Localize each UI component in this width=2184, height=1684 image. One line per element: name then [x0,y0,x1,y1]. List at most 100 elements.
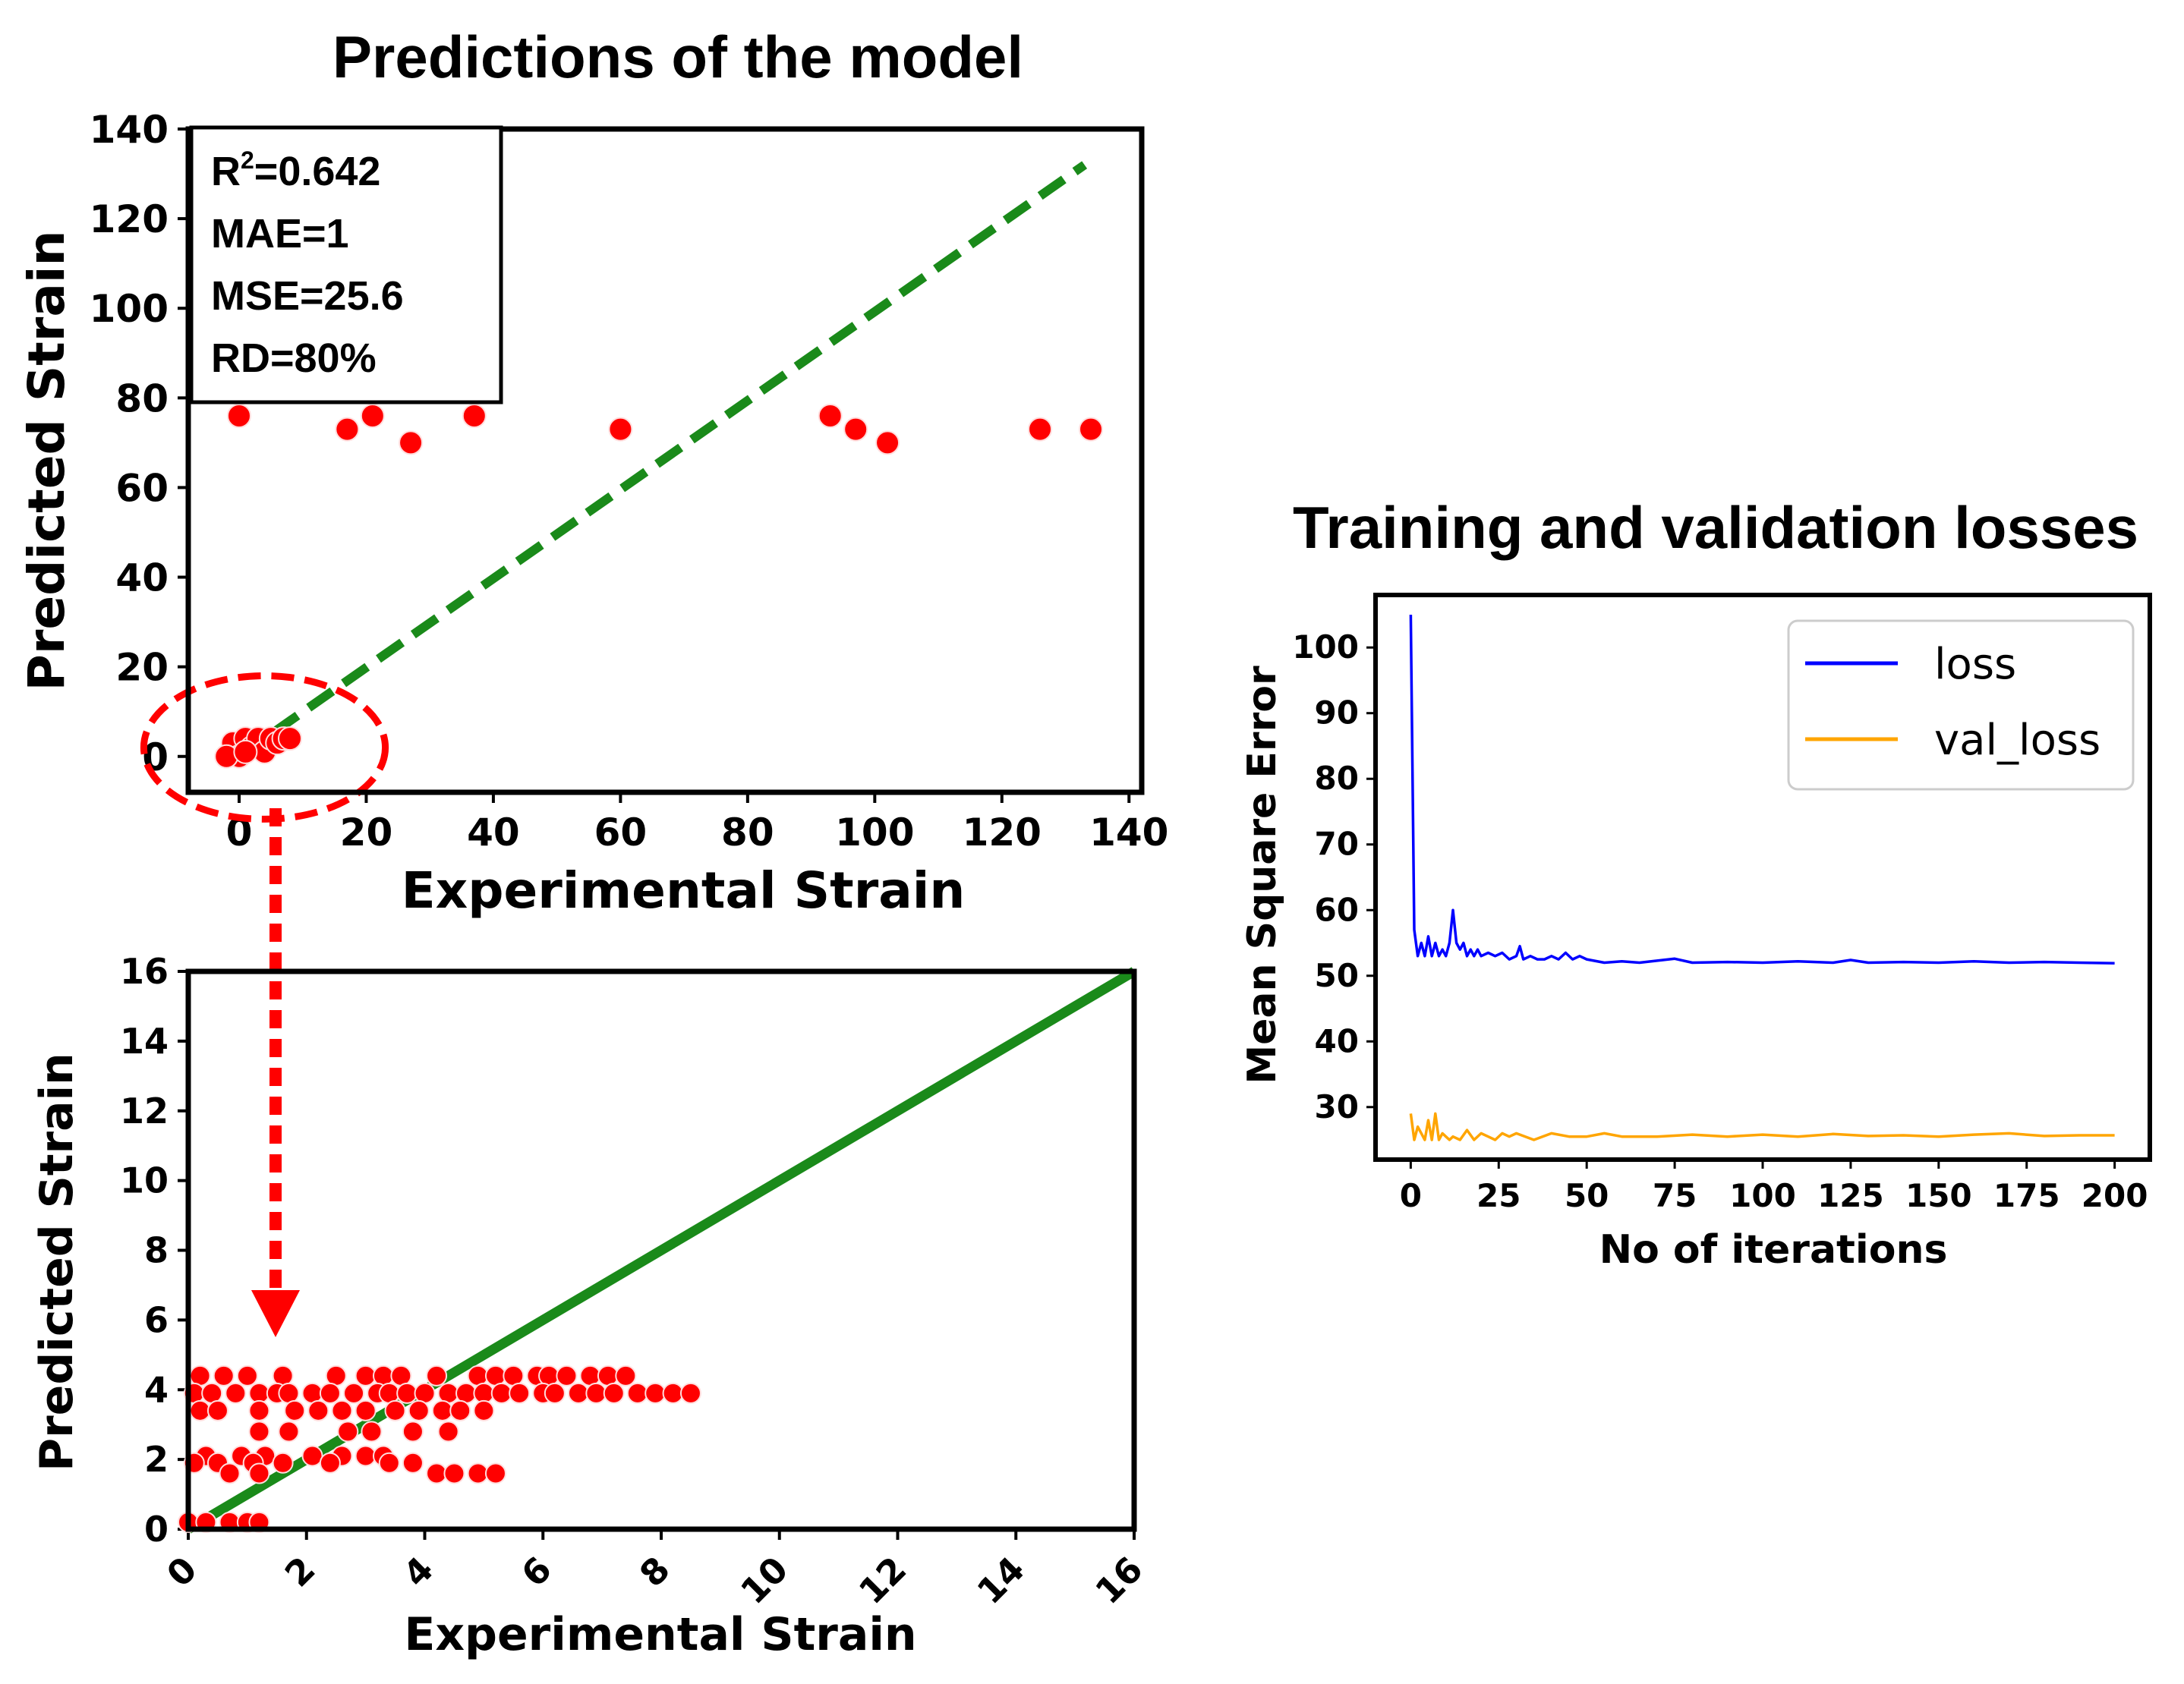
losses-xtick-label: 75 [1653,1177,1697,1214]
losses-xtick-label: 200 [2082,1177,2148,1214]
zoom-point [378,1452,400,1474]
zoom-point [225,1382,247,1404]
zoom-point [402,1452,424,1474]
zoom-xtick-label: 6 [513,1549,559,1595]
losses-xtick-label: 25 [1476,1177,1521,1214]
losses-xtick-label: 50 [1565,1177,1609,1214]
predictions-ytick-label: 140 [90,108,169,152]
zoom-xlabel: Experimental Strain [404,1608,916,1661]
zoom-point [396,1382,418,1404]
zoom-point [431,1399,453,1421]
predictions-xtick-label: 60 [594,811,648,855]
losses-ytick-label: 40 [1315,1022,1359,1059]
predictions-ytick-label: 80 [115,376,169,420]
zoom-point [248,1421,270,1443]
predictions-ytick-label: 40 [115,556,169,600]
zoom-point [449,1399,471,1421]
zoom-point [567,1382,589,1404]
zoom-xtick-label: 8 [632,1549,678,1595]
losses-ytick-label: 100 [1292,628,1359,666]
metric-rd: RD=80% [211,335,377,381]
losses-ytick-label: 50 [1315,957,1359,994]
losses-tick-labels: 0 25 50 75 100 125 150 175 200 30 40 50 60 70 80 90 100 [1292,628,2148,1214]
losses-ytick-label: 90 [1315,694,1359,732]
predictions-ylabel: Predicted Strain [17,231,76,691]
zoom-point [236,1365,258,1387]
losses-chart: Training and validation losses 0 25 50 75 10… [1240,494,2152,1273]
losses-series [1409,614,2115,1141]
predictions-title: Predictions of the model [332,24,1023,90]
predictions-points [214,403,1104,769]
zoom-point [219,1462,241,1484]
zoom-point [248,1399,270,1421]
series-line-val-loss [1409,1112,2115,1141]
predictions-ytick-label: 60 [115,466,169,510]
zoom-point [272,1452,294,1474]
predictions-point [360,403,385,428]
zoom-point [355,1365,377,1387]
predictions-ytick-label: 20 [115,646,169,690]
predictions-chart: Predictions of the model 0 20 40 60 80 100 120… [17,24,1168,920]
zoom-chart: 0 2 4 6 8 10 12 14 16 0 2 4 6 8 10 12 14 16 Experimental … [30,951,1151,1661]
metric-r2: R2=0.642 [211,146,380,194]
zoom-ytick-label: 0 [144,1509,169,1550]
zoom-point [585,1382,607,1404]
zoom-ytick-label: 14 [120,1021,169,1062]
zoom-point [556,1365,578,1387]
zoom-xtick-label: 4 [395,1549,441,1595]
zoom-point [443,1462,465,1484]
predictions-point [226,403,251,428]
predictions-ytick-label: 100 [90,287,169,331]
predictions-xtick-label: 80 [721,811,774,855]
predictions-point [399,430,424,455]
zoom-point [490,1382,512,1404]
predictions-xtick-label: 20 [340,811,393,855]
zoom-point [355,1445,377,1467]
zoom-point [626,1382,648,1404]
zoom-ytick-label: 2 [144,1439,169,1480]
predictions-point [1028,417,1053,442]
zoom-xtick-label: 10 [733,1549,796,1612]
losses-ytick-label: 30 [1315,1088,1359,1125]
predictions-point [843,417,868,442]
zoom-point [467,1462,489,1484]
zoom-point [544,1382,566,1404]
zoom-points [178,1365,701,1533]
zoom-point [437,1421,459,1443]
losses-xtick-label: 150 [1905,1177,1972,1214]
losses-xtick-label: 0 [1400,1177,1422,1214]
zoom-point [301,1445,323,1467]
zoom-point [509,1382,531,1404]
highlight-ellipse [140,672,389,823]
zoom-point [206,1399,228,1421]
predictions-xtick-label: 140 [1089,811,1168,855]
zoom-point [384,1399,406,1421]
zoom-point [213,1365,235,1387]
predictions-point [233,739,258,764]
predictions-plot-frame [185,126,1145,795]
zoom-point [603,1382,625,1404]
predictions-point [1079,417,1104,442]
zoom-plot-frame [185,968,1137,1532]
zoom-ytick-label: 16 [120,951,169,992]
zoom-point [615,1365,637,1387]
zoom-point [284,1399,306,1421]
losses-xlabel: No of iterations [1599,1227,1948,1273]
zoom-point [248,1462,270,1484]
zoom-point [361,1421,383,1443]
zoom-point [343,1382,365,1404]
zoom-point [337,1421,359,1443]
zoom-ytick-label: 8 [144,1230,169,1271]
predictions-xtick-label: 120 [963,811,1042,855]
zoom-connector-arrow [251,808,300,1337]
zoom-xtick-label: 16 [1087,1549,1150,1612]
losses-xtick-label: 175 [1993,1177,2060,1214]
legend-label-val-loss: val_loss [1934,716,2100,765]
metrics-box: R2=0.642 MAE=1 MSE=25.6 RD=80% [189,125,503,404]
losses-xtick-label: 100 [1729,1177,1796,1214]
losses-legend: loss val_loss [1787,619,2135,791]
zoom-point [426,1365,448,1387]
zoom-xtick-label: 2 [277,1549,323,1595]
